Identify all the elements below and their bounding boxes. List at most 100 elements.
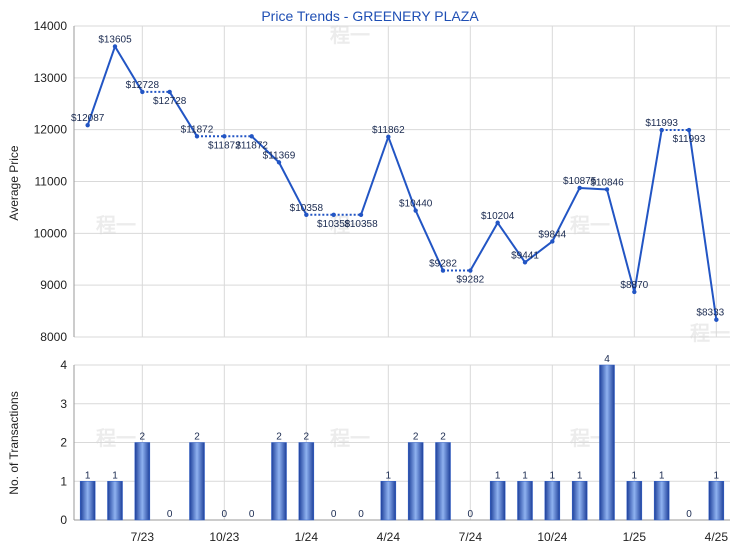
price-point <box>413 208 418 213</box>
transaction-bar <box>134 442 151 521</box>
x-tick-label: 10/23 <box>209 530 239 544</box>
price-line-segment <box>168 91 198 137</box>
price-data-label: $11993 <box>645 118 678 129</box>
price-data-label: $11872 <box>235 140 268 151</box>
transaction-bar <box>517 481 533 521</box>
transaction-count-label: 1 <box>386 470 392 481</box>
price-data-label: $11993 <box>673 134 706 145</box>
price-line-segment <box>606 189 636 293</box>
transaction-bar <box>599 364 615 521</box>
price-data-label: $10846 <box>590 177 624 188</box>
x-tick-label: 1/25 <box>623 530 647 544</box>
price-line-segment <box>469 222 499 272</box>
transaction-bar <box>435 442 451 521</box>
watermark-text: 程一 <box>690 322 730 345</box>
price-y-tick-label: 9000 <box>40 278 67 292</box>
x-tick-label: 7/23 <box>131 530 155 544</box>
watermark-text: 程一 <box>96 214 136 237</box>
price-point <box>222 134 227 139</box>
transaction-bar <box>407 442 424 521</box>
transaction-count-label: 0 <box>331 509 337 520</box>
transaction-bar <box>189 442 205 521</box>
price-point <box>468 268 473 273</box>
transaction-count-label: 1 <box>550 470 556 481</box>
transaction-bar <box>380 481 397 521</box>
price-point <box>304 212 309 217</box>
transaction-bar <box>489 481 506 521</box>
price-point <box>577 185 582 191</box>
transaction-count-label: 2 <box>413 432 419 443</box>
price-line-segment <box>496 222 526 263</box>
price-data-label: $10358 <box>317 219 351 230</box>
price-line-segment <box>524 240 553 264</box>
price-point <box>686 127 692 133</box>
price-y-tick-label: 8000 <box>40 330 67 344</box>
price-y-tick-label: 14000 <box>34 19 68 33</box>
price-data-label: $11872 <box>208 140 241 151</box>
transaction-count-label: 1 <box>659 470 665 481</box>
x-tick-label: 4/25 <box>705 530 729 544</box>
transaction-bar <box>708 481 725 521</box>
price-data-label: $9282 <box>456 275 484 286</box>
chart-title: Price Trends - GREENERY PLAZA <box>261 8 479 24</box>
transaction-bar <box>544 481 561 521</box>
price-point <box>550 239 555 244</box>
x-tick-label: 10/24 <box>537 530 567 544</box>
transaction-bar <box>271 442 287 521</box>
transaction-count-label: 1 <box>112 470 118 481</box>
price-line-segment <box>250 135 280 164</box>
transactions-y-tick-label: 1 <box>60 474 67 488</box>
price-data-label: $8333 <box>696 308 724 319</box>
price-point <box>140 89 145 95</box>
price-line-segment <box>551 187 581 242</box>
price-data-label: $10440 <box>399 199 433 210</box>
transaction-count-label: 4 <box>604 354 610 365</box>
transaction-bar <box>571 481 588 521</box>
price-line-segment <box>360 136 390 216</box>
price-data-label: $12087 <box>71 113 105 124</box>
price-line-segment <box>387 136 417 211</box>
price-data-label: $8870 <box>620 280 648 291</box>
price-point <box>358 212 364 217</box>
transactions-y-tick-label: 0 <box>60 513 67 527</box>
transaction-count-label: 1 <box>577 470 583 481</box>
price-y-tick-label: 10000 <box>34 226 68 240</box>
price-data-label: $10358 <box>344 219 378 230</box>
price-point <box>249 134 254 139</box>
price-line-segment <box>688 129 718 320</box>
price-data-label: $9441 <box>511 250 539 261</box>
price-point <box>85 122 90 128</box>
price-data-label: $10875 <box>563 176 597 187</box>
transaction-count-label: 0 <box>222 509 228 520</box>
transaction-bar <box>626 481 643 521</box>
watermark-text: 程一 <box>570 214 610 237</box>
price-point <box>276 160 282 165</box>
price-point <box>714 317 719 322</box>
transaction-count-label: 1 <box>495 470 501 481</box>
price-point <box>659 127 664 133</box>
watermark-text: 程一 <box>330 427 370 450</box>
transaction-count-label: 1 <box>632 470 638 481</box>
price-y-axis-label: Average Price <box>7 145 21 220</box>
transaction-count-label: 1 <box>714 470 720 481</box>
transaction-count-label: 2 <box>140 432 146 443</box>
transaction-bar <box>298 442 315 521</box>
price-point <box>440 268 446 273</box>
transaction-count-label: 2 <box>440 432 446 443</box>
transaction-count-label: 2 <box>194 432 200 443</box>
x-tick-label: 1/24 <box>295 530 319 544</box>
price-data-label: $13605 <box>98 34 132 45</box>
price-point <box>522 260 528 265</box>
transactions-y-tick-label: 4 <box>60 358 67 372</box>
x-tick-label: 4/24 <box>377 530 401 544</box>
price-point <box>194 134 200 139</box>
price-data-label: $10358 <box>290 203 324 214</box>
transaction-bar <box>653 481 670 521</box>
transaction-count-label: 2 <box>276 432 282 443</box>
x-tick-label: 7/24 <box>459 530 483 544</box>
watermark-text: 程一 <box>96 427 136 450</box>
transactions-y-tick-label: 3 <box>60 397 67 411</box>
transaction-count-label: 0 <box>249 509 255 520</box>
transaction-bar <box>79 481 96 521</box>
transaction-count-label: 1 <box>85 470 91 481</box>
